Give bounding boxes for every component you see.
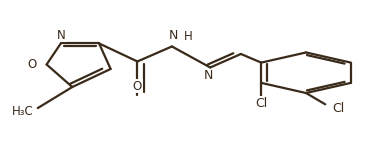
Text: N: N [204, 69, 213, 82]
Text: O: O [133, 80, 142, 93]
Text: H₃C: H₃C [12, 104, 34, 118]
Text: N: N [56, 29, 65, 42]
Text: N: N [169, 29, 179, 42]
Text: H: H [184, 30, 193, 43]
Text: O: O [27, 58, 37, 71]
Text: Cl: Cl [255, 97, 267, 110]
Text: Cl: Cl [332, 102, 345, 115]
